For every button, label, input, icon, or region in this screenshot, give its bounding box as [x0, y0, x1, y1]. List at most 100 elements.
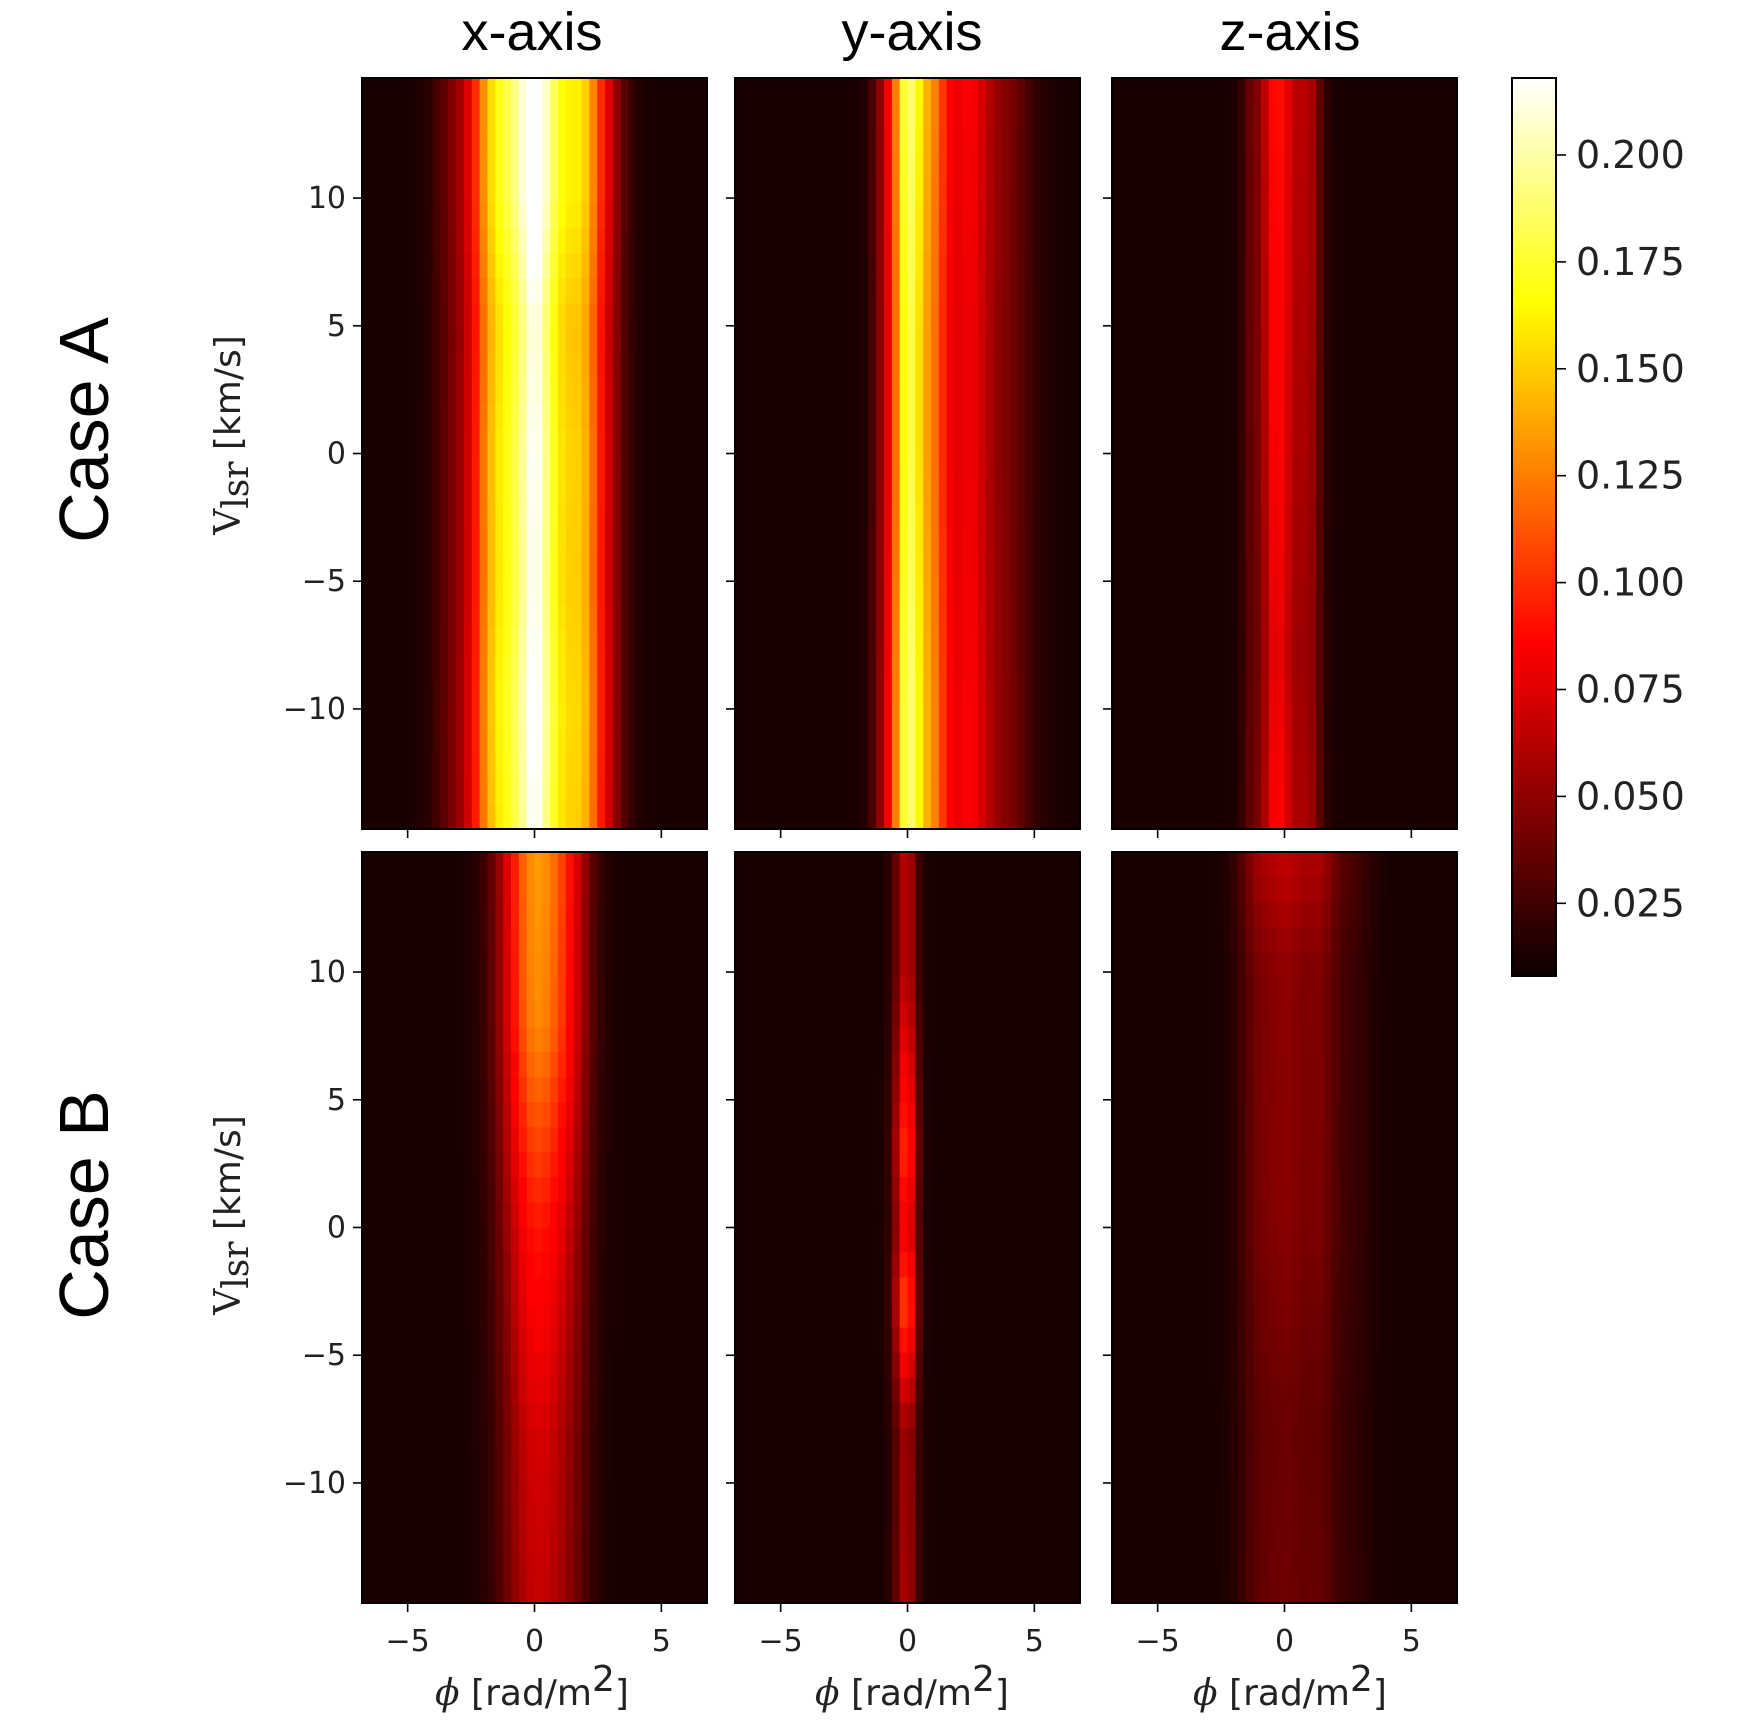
- heatmap-cell: [1417, 553, 1427, 580]
- heatmap-cell: [1135, 653, 1144, 680]
- heatmap-cell: [683, 1027, 692, 1053]
- heatmap-cell: [993, 78, 1003, 104]
- heatmap-cell: [1323, 678, 1333, 705]
- heatmap-cell: [1409, 278, 1419, 304]
- heatmap-cell: [962, 603, 971, 630]
- heatmap-cell: [1245, 553, 1254, 580]
- heatmap-cell: [1048, 603, 1058, 630]
- heatmap-cell: [510, 1177, 520, 1204]
- heatmap-cell: [1159, 703, 1168, 730]
- heatmap-cell: [1378, 478, 1388, 505]
- heatmap-cell: [1229, 478, 1239, 505]
- heatmap-cell: [1370, 128, 1380, 154]
- heatmap-cell: [495, 852, 504, 878]
- heatmap-cell: [659, 578, 669, 605]
- heatmap-cell: [1213, 228, 1223, 254]
- heatmap-cell: [1425, 278, 1435, 304]
- heatmap-cell: [612, 803, 622, 830]
- heatmap-cell: [675, 1177, 685, 1204]
- heatmap-cell: [1072, 178, 1081, 204]
- heatmap-cell: [954, 453, 963, 480]
- heatmap-cell: [1112, 578, 1121, 605]
- heatmap-cell: [518, 278, 528, 304]
- heatmap-cell: [463, 1002, 473, 1028]
- heatmap-cell: [758, 203, 767, 229]
- heatmap-cell: [463, 1227, 473, 1254]
- heatmap-cell: [1394, 678, 1403, 705]
- heatmap-cell: [1166, 78, 1176, 104]
- heatmap-cell: [636, 902, 645, 928]
- heatmap-cell: [479, 852, 489, 878]
- heatmap-cell: [1166, 603, 1176, 630]
- heatmap-cell: [526, 303, 536, 329]
- heatmap-cell: [1182, 703, 1192, 730]
- heatmap-cell: [479, 1127, 489, 1153]
- heatmap-cell: [652, 128, 661, 154]
- heatmap-cell: [440, 328, 449, 354]
- heatmap-cell: [1190, 103, 1199, 129]
- heatmap-cell: [644, 902, 653, 928]
- heatmap-cell: [1362, 728, 1372, 755]
- heatmap-cell: [758, 328, 767, 354]
- heatmap-cell: [440, 1027, 449, 1053]
- heatmap-cell: [1190, 703, 1199, 730]
- heatmap-cell: [758, 178, 767, 204]
- heatmap-cell: [659, 603, 669, 630]
- heatmap-cell: [479, 278, 489, 304]
- heatmap-cell: [1032, 603, 1042, 630]
- heatmap-cell: [691, 128, 700, 154]
- heatmap-cell: [1331, 553, 1340, 580]
- heatmap-cell: [377, 1377, 387, 1404]
- heatmap-cell: [1174, 653, 1184, 680]
- heatmap-cell: [978, 403, 987, 430]
- heatmap-cell: [1449, 328, 1458, 354]
- heatmap-cell: [550, 803, 559, 830]
- heatmap-cell: [766, 753, 775, 780]
- heatmap-cell: [581, 428, 590, 455]
- heatmap-cell: [432, 877, 442, 903]
- heatmap-cell: [605, 1102, 614, 1128]
- heatmap-cell: [978, 428, 987, 455]
- heatmap-cell: [1237, 378, 1246, 405]
- heatmap-cell: [931, 553, 940, 580]
- heatmap-cell: [1308, 78, 1317, 104]
- heatmap-cell: [581, 1002, 590, 1028]
- heatmap-cell: [362, 1352, 371, 1379]
- heatmap-cell: [1300, 328, 1309, 354]
- heatmap-cell: [1315, 378, 1325, 405]
- heatmap-cell: [883, 478, 893, 505]
- heatmap-cell: [797, 628, 807, 655]
- heatmap-cell: [899, 328, 909, 354]
- heatmap-cell: [1300, 128, 1309, 154]
- heatmap-cell: [463, 1352, 473, 1379]
- heatmap-cell: [581, 1127, 590, 1153]
- heatmap-cell: [797, 228, 807, 254]
- heatmap-cell: [393, 203, 402, 229]
- heatmap-cell: [782, 678, 791, 705]
- heatmap-cell: [699, 678, 708, 705]
- heatmap-cell: [691, 1252, 700, 1279]
- heatmap-cell: [860, 478, 869, 505]
- heatmap-cell: [1056, 603, 1065, 630]
- heatmap-cell: [962, 703, 971, 730]
- heatmap-cell: [1229, 378, 1239, 405]
- heatmap-cell: [652, 503, 661, 530]
- heatmap-cell: [667, 877, 677, 903]
- heatmap-cell: [1001, 403, 1011, 430]
- heatmap-cell: [542, 1127, 551, 1153]
- heatmap-cell: [891, 78, 901, 104]
- heatmap-cell: [471, 1052, 481, 1078]
- heatmap-cell: [970, 403, 979, 430]
- heatmap-cell: [401, 78, 410, 104]
- heatmap-cell: [1190, 128, 1199, 154]
- heatmap-cell: [699, 303, 708, 329]
- heatmap-cell: [1425, 653, 1435, 680]
- heatmap-cell: [691, 203, 700, 229]
- heatmap-cell: [612, 1327, 622, 1354]
- heatmap-cell: [993, 503, 1003, 530]
- heatmap-cell: [1402, 728, 1411, 755]
- heatmap-cell: [479, 528, 489, 555]
- heatmap-cell: [1143, 178, 1152, 204]
- heatmap-cell: [1056, 128, 1065, 154]
- heatmap-cell: [1048, 228, 1058, 254]
